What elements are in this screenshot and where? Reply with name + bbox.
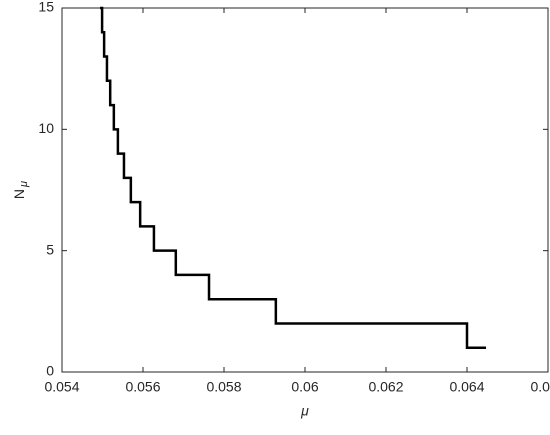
y-label-subscript: μ	[18, 181, 30, 188]
y-tick-label: 10	[38, 120, 54, 136]
x-tick-label: 0.066	[530, 379, 550, 395]
step-line	[100, 6, 487, 349]
y-axis-label: Nμ	[11, 181, 30, 199]
x-tick-label: 0.062	[368, 379, 403, 395]
x-tick-label: 0.054	[44, 379, 79, 395]
axes-box	[61, 7, 549, 373]
x-tick-label: 0.06	[291, 379, 318, 395]
y-tick-label: 0	[46, 363, 54, 379]
y-label-main: N	[11, 189, 27, 199]
y-tick-label: 5	[46, 241, 54, 257]
x-axis-label: μ	[300, 403, 309, 419]
x-tick-label: 0.056	[125, 379, 160, 395]
x-tick-label: 0.064	[449, 379, 484, 395]
y-tick-label: 15	[38, 0, 54, 15]
x-tick-label: 0.058	[206, 379, 241, 395]
